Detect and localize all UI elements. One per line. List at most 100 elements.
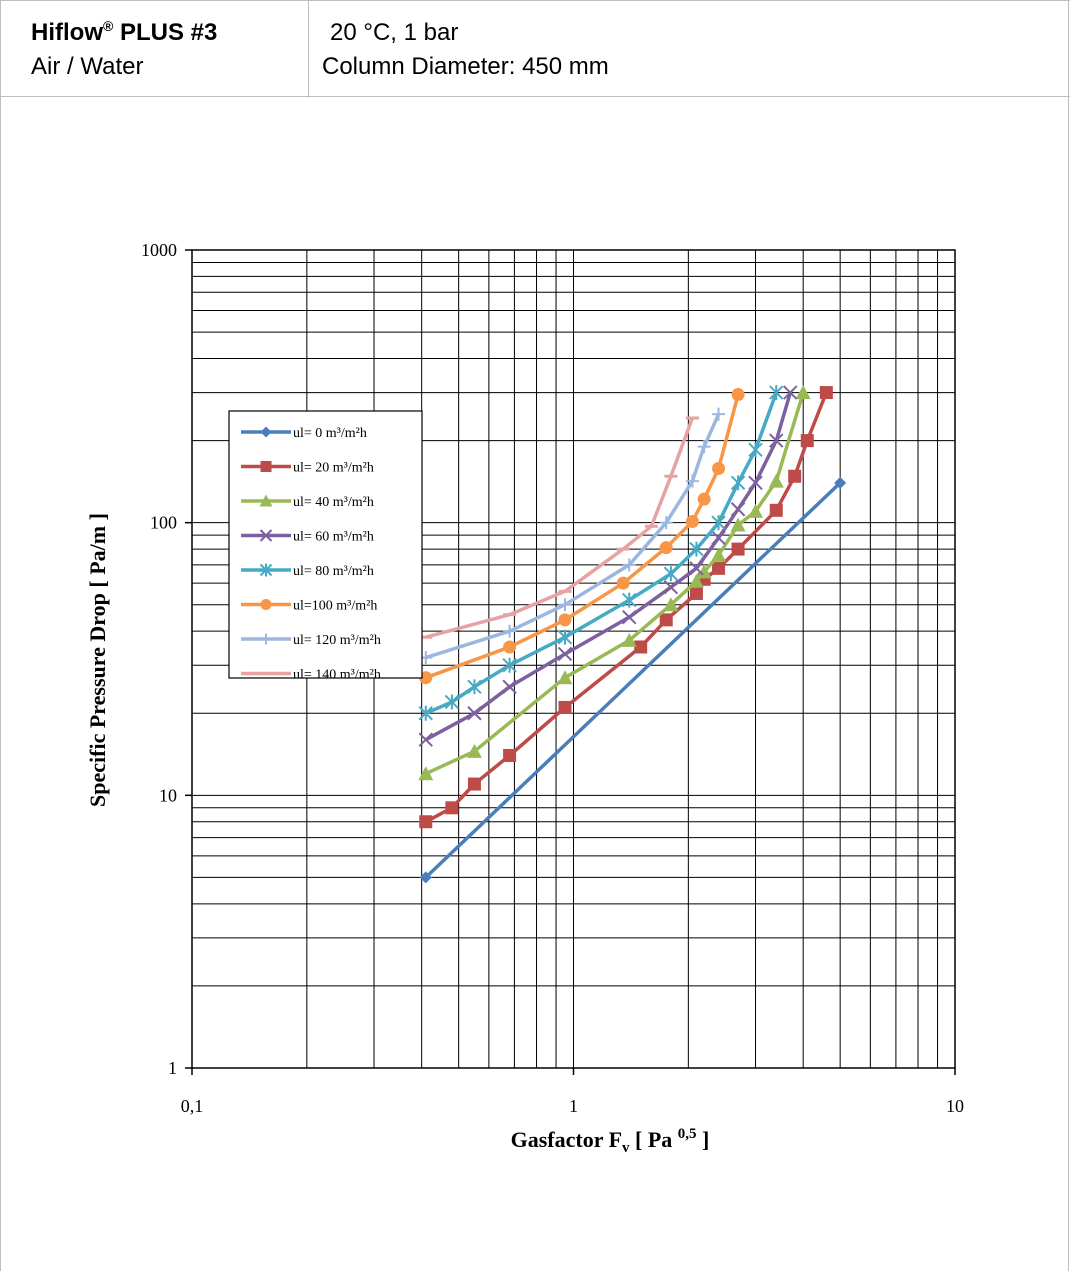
- data-point-square: [800, 434, 814, 448]
- data-point-triangle: [768, 473, 784, 488]
- series-7: [419, 416, 699, 639]
- data-point-plus: [622, 558, 636, 572]
- data-point-x: [711, 530, 726, 546]
- x-tick-labels: 0,1 1 10: [181, 1096, 964, 1116]
- series-5: [419, 388, 745, 685]
- y-axis-label: Specific Pressure Drop [ Pa/m ]: [85, 513, 110, 807]
- series-2: [418, 385, 811, 781]
- series-line: [425, 413, 721, 660]
- series-layer: [418, 385, 847, 884]
- column-diameter-label: Column Diameter: 450 mm: [322, 53, 609, 80]
- data-point-square: [689, 586, 703, 600]
- plot-area-frame: [191, 249, 956, 1069]
- data-point-triangle: [621, 632, 637, 647]
- data-point-triangle: [730, 517, 746, 532]
- legend-label: ul= 0 m³/m²h: [293, 426, 367, 441]
- data-point-square: [712, 561, 726, 575]
- data-point-square: [467, 777, 481, 791]
- data-point-plus: [503, 624, 517, 638]
- data-point-plus: [558, 598, 572, 612]
- y-tick-label: 100: [150, 513, 177, 533]
- data-point-x: [783, 385, 798, 400]
- y-tick-label: 10: [159, 785, 177, 805]
- legend-label: ul= 20 m³/m²h: [293, 461, 374, 476]
- data-point-circle: [558, 613, 572, 627]
- data-point-triangle: [748, 503, 764, 518]
- x-tick-label: 10: [946, 1096, 964, 1116]
- series-3: [418, 385, 798, 747]
- data-point-star: [622, 592, 637, 608]
- data-point-square: [260, 461, 272, 472]
- data-point-plus: [260, 633, 272, 645]
- product-name-text: Hiflow: [31, 19, 103, 46]
- series-0: [419, 476, 847, 884]
- series-line: [424, 392, 792, 742]
- series-line: [425, 394, 740, 680]
- legend-box: [228, 410, 423, 679]
- data-point-square: [788, 469, 802, 483]
- chart-legend: ul= 0 m³/m²h ul= 20 m³/m²h ul= 40 m³/m²h ul…: [228, 410, 423, 683]
- registered-mark: ®: [103, 18, 114, 34]
- x-axis-label: Gasfactor Fv [ Pa 0,5 ]: [511, 1126, 710, 1156]
- data-point-x: [622, 610, 637, 625]
- data-point-x: [748, 475, 763, 491]
- data-point-triangle: [795, 385, 811, 400]
- medium-label: Air / Water: [31, 53, 144, 80]
- data-point-star: [502, 657, 517, 673]
- data-point-circle: [712, 461, 726, 475]
- data-point-triangle: [557, 670, 573, 685]
- data-point-star: [418, 705, 433, 721]
- data-point-star: [689, 541, 704, 557]
- data-point-x: [259, 529, 273, 542]
- data-point-plus: [697, 440, 711, 454]
- data-point-square: [503, 748, 517, 762]
- y-tick-labels: 1 10 100 1000: [141, 240, 177, 1078]
- data-point-triangle: [663, 597, 679, 612]
- data-point-square: [731, 542, 745, 556]
- data-point-circle: [260, 599, 272, 610]
- data-point-circle: [731, 388, 745, 402]
- data-point-x: [663, 579, 679, 595]
- legend-label: ul=100 m³/m²h: [293, 599, 377, 614]
- series-line: [424, 481, 842, 879]
- legend-label: ul= 60 m³/m²h: [293, 530, 374, 545]
- data-point-triangle: [696, 564, 712, 579]
- data-point-square: [819, 386, 833, 400]
- data-point-diamond: [834, 476, 847, 489]
- data-point-square: [558, 700, 572, 714]
- data-point-star: [711, 515, 726, 531]
- series-4: [418, 385, 784, 721]
- legend-label: ul= 80 m³/m²h: [293, 564, 374, 579]
- x-tick-label: 0,1: [181, 1096, 204, 1116]
- data-point-square: [769, 503, 783, 517]
- data-point-triangle: [688, 573, 704, 588]
- x-axis-label-subscript: v: [622, 1140, 630, 1156]
- y-tick-label: 1: [168, 1058, 177, 1078]
- data-point-plus: [712, 407, 726, 421]
- data-point-star: [748, 442, 763, 458]
- data-point-square: [634, 640, 648, 654]
- x-axis-label-superscript: 0,5: [678, 1126, 697, 1142]
- data-point-x: [557, 646, 573, 662]
- data-point-x: [418, 732, 433, 747]
- y-tick-label: 1000: [141, 240, 177, 260]
- data-point-star: [769, 385, 784, 401]
- data-point-triangle: [418, 766, 434, 781]
- data-point-triangle: [259, 494, 273, 507]
- header-divider: [308, 1, 309, 98]
- data-point-x: [689, 561, 704, 576]
- data-point-circle: [697, 492, 711, 506]
- data-point-circle: [503, 640, 517, 654]
- data-point-plus: [685, 474, 699, 488]
- series-6: [419, 407, 726, 665]
- legend-label: ul= 120 m³/m²h: [293, 633, 381, 648]
- data-point-square: [659, 613, 673, 627]
- legend-label: ul= 140 m³/m²h: [293, 668, 381, 683]
- data-point-plus: [659, 516, 673, 530]
- product-suffix: PLUS #3: [113, 19, 218, 46]
- data-point-x: [502, 679, 517, 695]
- series-line: [424, 391, 828, 824]
- x-axis-label-bracket: [ Pa: [630, 1127, 678, 1152]
